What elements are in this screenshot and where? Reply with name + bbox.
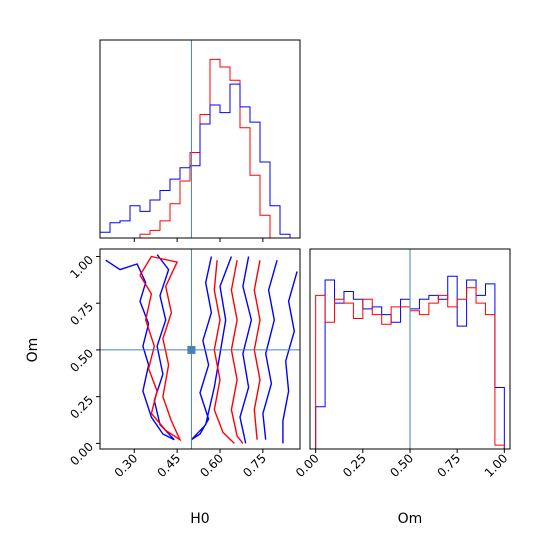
truth-marker: [187, 345, 196, 354]
joint-xtick-label-0: 0.30: [112, 451, 141, 480]
om-hist-xtick-label-4: 1.00: [482, 451, 511, 480]
joint-frame: [99, 248, 301, 450]
contour-line-4: [282, 271, 298, 444]
joint-ylabel: Om: [25, 338, 41, 363]
contour-line-2: [239, 256, 253, 444]
h0-hist-frame: [99, 39, 301, 239]
om-hist-xtick-label-3: 0.75: [434, 451, 463, 480]
joint-ytick-label-1: 0.25: [67, 393, 96, 422]
contour-line-1: [190, 256, 233, 441]
om-hist-xlabel: Om: [398, 511, 423, 527]
joint-ytick-label-0: 0.00: [67, 440, 96, 469]
om-hist-frame: [309, 248, 511, 450]
om-marginal-histogram: 0.00 0.25 0.50 0.75 1.00: [293, 248, 511, 480]
contour-group: [105, 254, 298, 444]
om-hist-xtick-label-1: 0.25: [340, 451, 369, 480]
contour-line-5: [139, 255, 182, 442]
contour-line-6: [213, 260, 235, 444]
joint-xlabel: H0: [190, 511, 209, 527]
joint-ytick-label-2: 0.50: [67, 346, 96, 375]
h0-hist-series-0: [100, 58, 300, 239]
h0-marginal-histogram: [99, 39, 301, 242]
h0-hist-series-1: [99, 83, 300, 239]
joint-xtick-label-3: 0.75: [240, 451, 269, 480]
om-hist-xtick-label-0: 0.00: [293, 451, 322, 480]
joint-xtick-label-1: 0.45: [154, 451, 183, 480]
contour-line-0: [105, 254, 175, 441]
contour-line-7: [230, 260, 244, 444]
om-hist-xtick-label-2: 0.50: [387, 451, 416, 480]
joint-ytick-label-4: 1.00: [67, 253, 96, 282]
joint-xtick-label-2: 0.60: [197, 451, 226, 480]
contour-line-3: [262, 260, 278, 440]
h0-om-contour-panel: 0.30 0.45 0.60 0.75 0.00 0.25 0.50 0.75 1.00: [67, 248, 301, 480]
joint-ytick-label-3: 0.75: [67, 299, 96, 328]
